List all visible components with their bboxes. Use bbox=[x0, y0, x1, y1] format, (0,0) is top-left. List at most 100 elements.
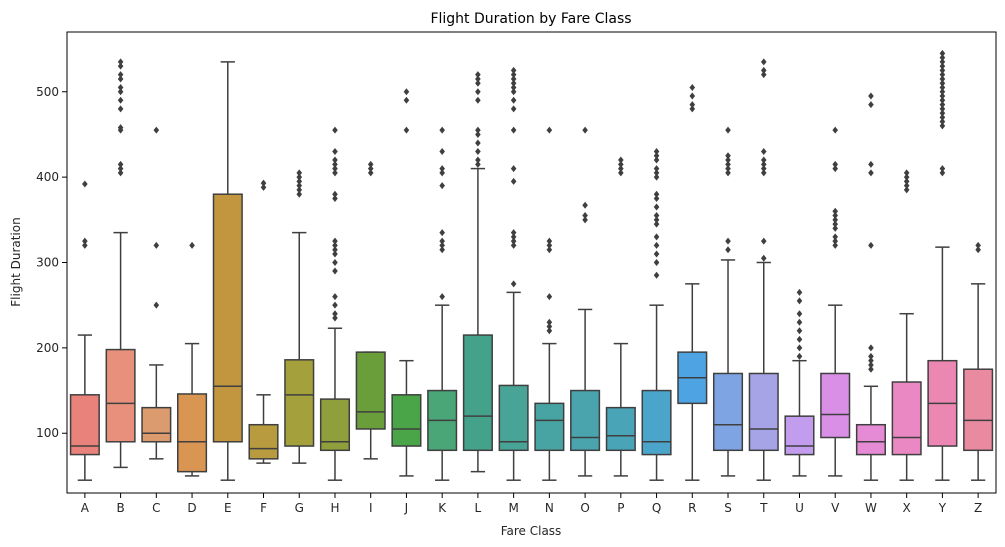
outlier-point bbox=[903, 173, 910, 181]
x-tick-label: L bbox=[475, 501, 482, 515]
box-series bbox=[69, 49, 994, 481]
outlier-point bbox=[868, 361, 874, 369]
x-tick-label: D bbox=[187, 501, 196, 515]
outlier-point bbox=[725, 169, 731, 177]
outlier-point bbox=[760, 237, 767, 245]
outlier-point bbox=[689, 92, 696, 100]
iqr-box bbox=[748, 372, 779, 452]
iqr-box bbox=[605, 406, 636, 452]
outlier-point bbox=[903, 169, 910, 177]
box-h bbox=[319, 126, 351, 481]
outlier-point bbox=[760, 160, 767, 168]
outlier-point bbox=[939, 71, 946, 79]
outlier-point bbox=[939, 113, 946, 121]
outlier-point bbox=[725, 237, 731, 245]
box-j bbox=[391, 88, 422, 477]
outlier-point bbox=[439, 237, 445, 245]
box-i bbox=[355, 160, 386, 460]
outlier-point bbox=[796, 352, 803, 360]
x-tick-label: E bbox=[224, 501, 232, 515]
outlier-point bbox=[510, 233, 517, 241]
outlier-point bbox=[832, 216, 839, 224]
outlier-point bbox=[868, 365, 874, 373]
outlier-point bbox=[82, 180, 88, 188]
outlier-point bbox=[510, 241, 517, 249]
outlier-point bbox=[510, 237, 517, 245]
outlier-point bbox=[260, 183, 267, 191]
outlier-point bbox=[939, 88, 946, 96]
outlier-point bbox=[653, 156, 660, 164]
outlier-point bbox=[117, 88, 124, 96]
outlier-point bbox=[475, 156, 481, 164]
iqr-box bbox=[570, 389, 601, 452]
outlier-point bbox=[117, 169, 124, 177]
outlier-point bbox=[975, 246, 981, 254]
iqr-box bbox=[248, 423, 279, 460]
outlier-point bbox=[475, 71, 481, 79]
box-l bbox=[462, 71, 493, 473]
y-axis: 100 200 300 400 500 bbox=[36, 85, 67, 440]
outlier-point bbox=[832, 126, 839, 134]
outlier-point bbox=[153, 126, 160, 134]
outlier-point bbox=[832, 224, 839, 232]
outlier-point bbox=[82, 241, 88, 249]
outlier-point bbox=[939, 83, 946, 91]
outlier-point bbox=[153, 301, 160, 309]
outlier-point bbox=[939, 79, 946, 87]
x-tick-label: C bbox=[152, 501, 160, 515]
outlier-point bbox=[296, 177, 303, 185]
outlier-point bbox=[117, 58, 124, 66]
outlier-point bbox=[332, 310, 338, 318]
outlier-point bbox=[117, 160, 124, 168]
outlier-point bbox=[117, 62, 124, 70]
outlier-point bbox=[653, 152, 660, 160]
outlier-point bbox=[475, 126, 481, 134]
outlier-point bbox=[975, 241, 981, 249]
x-tick-label: O bbox=[580, 501, 589, 515]
x-axis-label: Fare Class bbox=[501, 524, 562, 538]
outlier-point bbox=[868, 344, 874, 352]
outlier-point bbox=[939, 118, 946, 126]
outlier-point bbox=[832, 212, 839, 220]
outlier-point bbox=[618, 169, 624, 177]
outlier-point bbox=[653, 169, 660, 177]
iqr-box bbox=[105, 348, 136, 443]
outlier-point bbox=[689, 83, 696, 91]
iqr-box bbox=[784, 415, 815, 456]
outlier-point bbox=[939, 122, 946, 130]
outlier-point bbox=[367, 160, 374, 168]
outlier-point bbox=[510, 177, 517, 185]
outlier-point bbox=[582, 216, 588, 224]
box-g bbox=[284, 169, 315, 464]
outlier-point bbox=[868, 357, 874, 365]
y-axis-label: Flight Duration bbox=[9, 217, 23, 306]
outlier-point bbox=[403, 126, 410, 134]
iqr-box bbox=[141, 406, 172, 443]
box-e bbox=[212, 61, 243, 481]
outlier-point bbox=[796, 344, 803, 352]
outlier-point bbox=[939, 66, 946, 74]
outlier-point bbox=[653, 271, 660, 279]
box-n bbox=[534, 126, 565, 481]
outlier-point bbox=[117, 105, 124, 113]
outlier-point bbox=[653, 259, 660, 266]
x-tick-label: F bbox=[260, 501, 267, 515]
outlier-point bbox=[82, 237, 88, 245]
outlier-point bbox=[117, 124, 124, 132]
outlier-point bbox=[546, 293, 553, 301]
iqr-box bbox=[355, 351, 386, 430]
x-tick-label: X bbox=[903, 501, 911, 515]
outlier-point bbox=[332, 169, 338, 177]
outlier-point bbox=[439, 241, 445, 249]
outlier-point bbox=[618, 156, 624, 164]
box-v bbox=[820, 126, 851, 477]
outlier-point bbox=[546, 241, 553, 249]
x-tick-label: T bbox=[759, 501, 768, 515]
outlier-point bbox=[725, 152, 731, 160]
outlier-point bbox=[332, 148, 338, 156]
outlier-point bbox=[475, 75, 481, 83]
iqr-box bbox=[712, 372, 744, 452]
iqr-box bbox=[855, 423, 886, 456]
x-tick-label: A bbox=[81, 501, 90, 515]
outlier-point bbox=[796, 335, 803, 343]
